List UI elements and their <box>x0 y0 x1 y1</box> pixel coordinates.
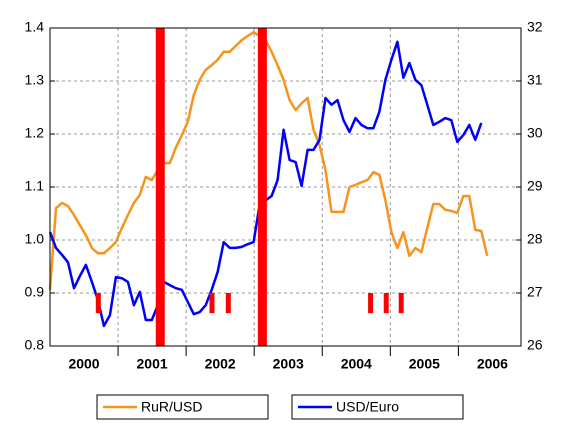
x-tick-label: 2003 <box>273 356 304 372</box>
y-tick-label: 0.8 <box>25 337 45 353</box>
x-tick-label: 2000 <box>68 356 99 372</box>
y2-tick-label: 29 <box>527 178 543 194</box>
x-tick-label: 2001 <box>137 356 168 372</box>
y2-tick-label: 30 <box>527 125 543 141</box>
event-bar <box>398 293 404 314</box>
event-bar <box>95 293 101 314</box>
event-bar <box>368 293 374 314</box>
y-tick-label: 1.4 <box>25 19 45 35</box>
y-tick-label: 1.1 <box>25 178 45 194</box>
series-line <box>48 30 489 290</box>
plot-frame <box>49 27 522 347</box>
legend-box <box>96 394 269 420</box>
x-tick-label: 2006 <box>477 356 508 372</box>
event-bar <box>155 28 165 346</box>
legend-box <box>291 394 464 420</box>
x-tick-label: 2004 <box>341 356 372 372</box>
y-tick-label: 1.0 <box>25 231 45 247</box>
y2-tick-label: 32 <box>527 19 543 35</box>
event-bar <box>257 28 267 346</box>
event-bar <box>209 293 215 314</box>
x-tick-label: 2002 <box>205 356 236 372</box>
y2-tick-label: 31 <box>527 72 543 88</box>
y-tick-label: 0.9 <box>25 284 45 300</box>
legend-label: USD/Euro <box>336 399 399 415</box>
event-bar <box>383 293 389 314</box>
x-tick-label: 2005 <box>409 356 440 372</box>
y-tick-label: 1.3 <box>25 72 45 88</box>
y2-tick-label: 27 <box>527 284 543 300</box>
legend-label: RuR/USD <box>141 399 202 415</box>
event-bar <box>225 293 231 314</box>
y2-tick-label: 26 <box>527 337 543 353</box>
y2-tick-label: 28 <box>527 231 543 247</box>
y-tick-label: 1.2 <box>25 125 45 141</box>
